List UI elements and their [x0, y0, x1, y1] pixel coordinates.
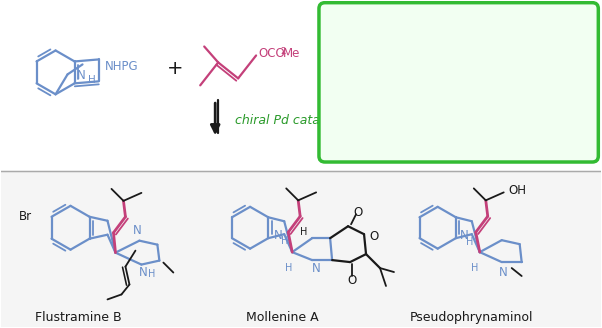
- Text: N: N: [312, 261, 320, 275]
- Text: O: O: [353, 206, 362, 219]
- Text: H: H: [147, 269, 155, 278]
- Text: N: N: [77, 69, 86, 82]
- Text: Pseudophrynaminol: Pseudophrynaminol: [410, 311, 533, 324]
- Text: NHPG: NHPG: [105, 60, 138, 73]
- Text: N: N: [459, 229, 468, 242]
- Text: N: N: [139, 266, 148, 279]
- Text: H: H: [281, 236, 288, 246]
- Text: Mollenine A: Mollenine A: [246, 311, 318, 324]
- Text: Pd-catalysed asymmetric
dearomative prenylation
enables facile synthesis of
pren: Pd-catalysed asymmetric dearomative pren…: [362, 53, 555, 111]
- Text: N: N: [499, 266, 508, 278]
- Text: Br: Br: [19, 210, 31, 223]
- Text: OCO: OCO: [258, 47, 285, 60]
- Text: +: +: [167, 59, 184, 78]
- Text: O: O: [370, 230, 379, 243]
- Text: H: H: [471, 263, 479, 273]
- Text: OH: OH: [509, 184, 527, 197]
- Text: Flustramine B: Flustramine B: [35, 311, 122, 324]
- Text: N: N: [274, 229, 282, 242]
- Text: 2: 2: [280, 47, 286, 56]
- Text: O: O: [347, 274, 357, 286]
- Text: H: H: [285, 263, 292, 273]
- Text: H: H: [88, 75, 95, 85]
- Text: N: N: [133, 224, 142, 237]
- Text: Me: Me: [283, 47, 300, 60]
- Text: chiral Pd catalyst: chiral Pd catalyst: [235, 114, 343, 127]
- Text: H: H: [300, 227, 308, 237]
- Text: H: H: [466, 237, 474, 247]
- Bar: [1, 171, 601, 327]
- FancyBboxPatch shape: [319, 3, 598, 162]
